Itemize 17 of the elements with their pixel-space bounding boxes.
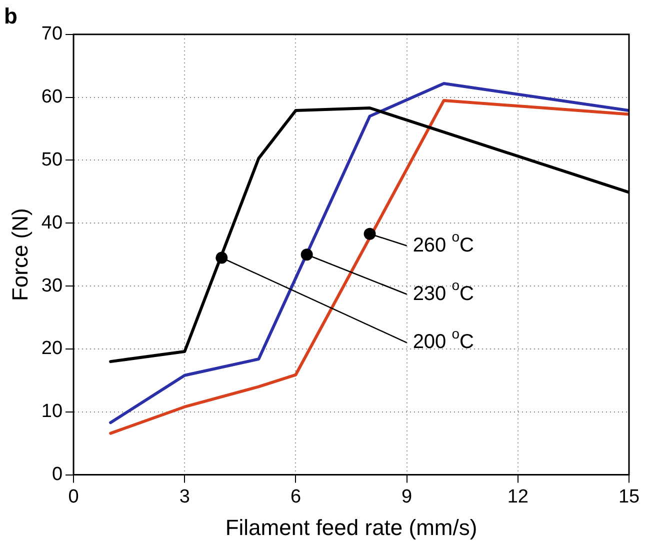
y-tick-label: 60 — [41, 86, 63, 108]
x-tick-label: 15 — [618, 486, 640, 508]
y-tick-label: 0 — [52, 464, 63, 486]
x-tick-label: 3 — [179, 486, 190, 508]
x-tick-label: 9 — [402, 486, 412, 508]
y-tick-label: 20 — [41, 338, 63, 360]
y-tick-label: 70 — [41, 24, 63, 45]
y-tick-label: 30 — [41, 275, 63, 296]
x-axis-title: Filament feed rate (mm/s) — [225, 514, 478, 540]
y-tick-label: 40 — [41, 212, 63, 234]
chart-title: b — [4, 3, 18, 28]
x-tick-label: 0 — [68, 486, 79, 508]
x-tick-label: 12 — [507, 486, 528, 508]
y-axis-title: Force (N) — [7, 208, 32, 302]
x-tick-label: 6 — [290, 486, 302, 508]
y-tick-label: 10 — [41, 401, 63, 422]
y-tick-label: 50 — [41, 149, 63, 170]
